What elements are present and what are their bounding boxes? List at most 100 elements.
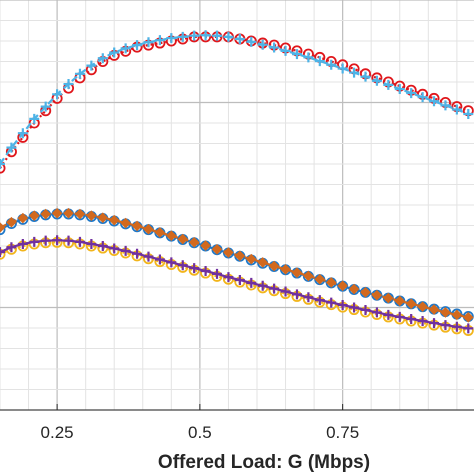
series-2 (0, 30, 474, 169)
data-point (188, 237, 200, 248)
data-point (234, 250, 246, 262)
series-6 (0, 235, 474, 334)
data-point (154, 35, 165, 46)
x-tick-label: 0.75 (326, 423, 359, 442)
data-point (417, 301, 428, 312)
data-point (212, 30, 223, 41)
data-point (268, 260, 280, 272)
data-point (394, 83, 405, 94)
data-point (86, 238, 97, 249)
data-point (325, 277, 337, 288)
data-point (428, 304, 440, 315)
data-point (97, 53, 108, 64)
data-point (120, 43, 131, 54)
data-point (143, 223, 154, 235)
data-point (383, 309, 394, 320)
data-point (269, 283, 280, 294)
data-point (177, 260, 188, 271)
data-point (6, 242, 17, 253)
data-point (17, 212, 29, 224)
data-point (406, 88, 417, 99)
data-point (451, 321, 462, 332)
data-point (189, 30, 200, 41)
data-point (74, 68, 85, 79)
data-point (109, 243, 120, 254)
data-point (143, 251, 154, 262)
data-point (154, 227, 166, 238)
data-point (349, 302, 360, 313)
data-point (17, 238, 28, 249)
data-point (394, 311, 405, 322)
data-point (108, 214, 120, 226)
data-point (451, 104, 462, 115)
data-point (109, 47, 120, 58)
data-point (303, 292, 314, 303)
data-point (86, 60, 97, 71)
data-point (51, 207, 63, 219)
data-point (154, 254, 165, 265)
data-point (417, 316, 428, 327)
data-point (6, 216, 17, 228)
data-point (200, 266, 211, 277)
data-point (52, 235, 63, 246)
data-point (166, 257, 177, 268)
data-point (234, 275, 245, 286)
data-point (371, 289, 383, 301)
data-point (291, 289, 302, 300)
data-point (291, 49, 302, 60)
data-point (429, 96, 440, 107)
data-point (0, 248, 6, 260)
data-point (314, 295, 325, 306)
data-point (462, 312, 474, 323)
data-point (394, 295, 406, 307)
grid (0, 0, 474, 411)
x-tick-label: 0.25 (41, 423, 74, 442)
data-point (211, 243, 223, 255)
data-point (440, 100, 451, 111)
series-4 (0, 207, 474, 323)
data-point (406, 313, 417, 324)
data-point (120, 245, 131, 256)
data-point (246, 36, 257, 47)
data-point (29, 113, 40, 124)
data-point (97, 212, 109, 224)
x-ticks: 0.25 0.5 0.75 (41, 404, 359, 442)
data-point (440, 307, 451, 318)
data-point (97, 241, 108, 251)
data-point (360, 304, 371, 315)
data-point (314, 273, 326, 285)
data-point (143, 37, 154, 48)
data-point (337, 63, 348, 74)
data-point (349, 67, 360, 78)
x-tick-label: 0.5 (188, 423, 212, 442)
data-point (63, 79, 74, 90)
data-point (132, 40, 143, 51)
data-point (0, 222, 6, 233)
data-point (314, 56, 325, 67)
data-point (245, 253, 257, 265)
data-point (200, 30, 211, 41)
data-point (383, 79, 394, 90)
data-point (28, 210, 40, 221)
data-point (0, 162, 6, 174)
data-point (0, 247, 5, 258)
data-point (120, 217, 131, 229)
data-point (40, 101, 51, 112)
data-point (280, 264, 291, 275)
data-point (74, 208, 86, 220)
data-point (40, 208, 51, 220)
data-point (326, 59, 337, 70)
data-point (463, 323, 474, 334)
data-point (131, 220, 143, 232)
data-point (223, 247, 234, 258)
data-point (0, 224, 6, 236)
data-point (326, 297, 337, 308)
data-point (303, 52, 314, 63)
data-point (0, 159, 5, 169)
data-point (348, 283, 360, 295)
data-point (17, 128, 28, 139)
data-point (29, 236, 40, 247)
data-point (257, 257, 269, 268)
data-point (223, 31, 234, 42)
